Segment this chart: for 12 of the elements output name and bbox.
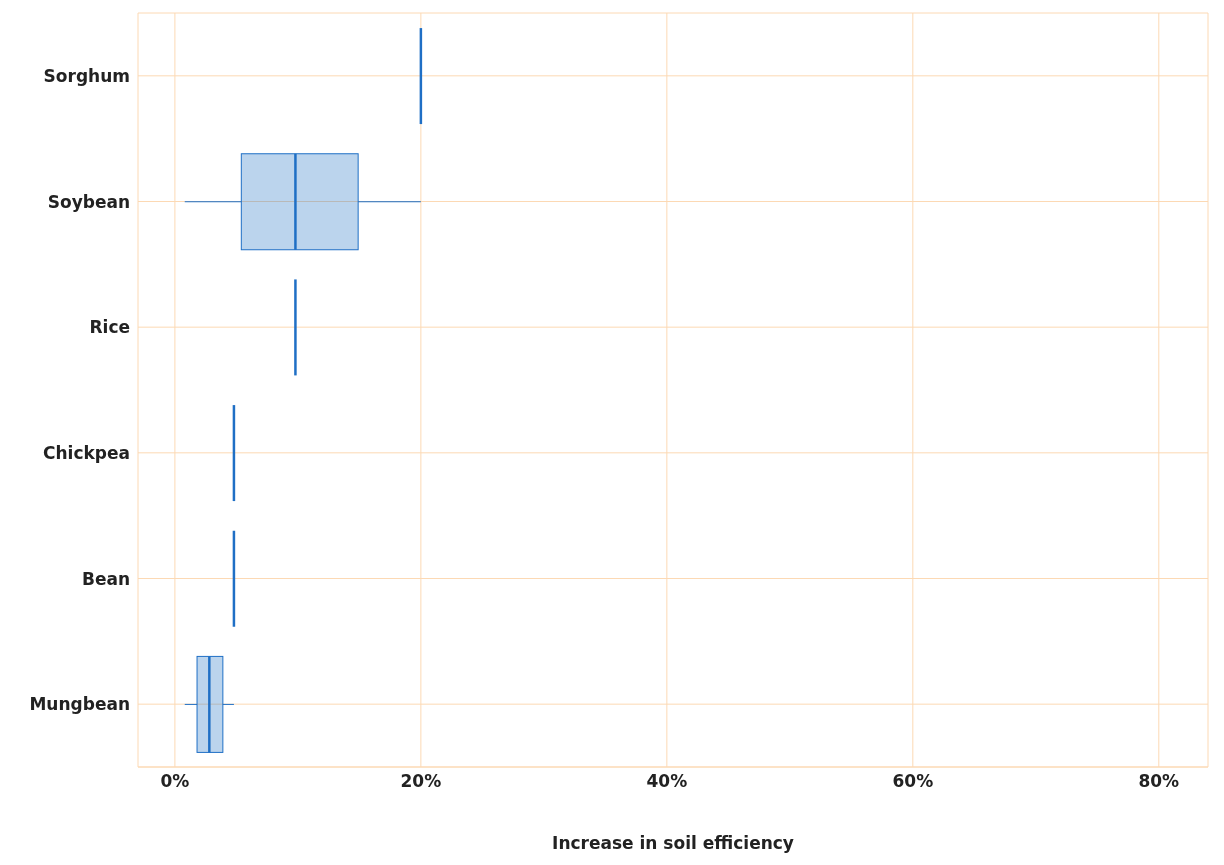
y-tick-label: Mungbean [29,694,130,715]
y-tick-label: Soybean [47,191,130,212]
x-tick-label: 60% [892,771,934,792]
y-tick-label: Sorghum [43,65,130,86]
y-tick-label: Chickpea [43,442,130,463]
x-tick-label: 0% [160,771,190,792]
x-tick-label: 20% [400,771,442,792]
y-tick-label: Rice [89,317,130,338]
x-tick-label: 40% [646,771,688,792]
x-tick-label: 80% [1138,771,1180,792]
x-axis-title: Increase in soil efficiency [552,833,794,853]
y-tick-label: Bean [81,568,130,589]
